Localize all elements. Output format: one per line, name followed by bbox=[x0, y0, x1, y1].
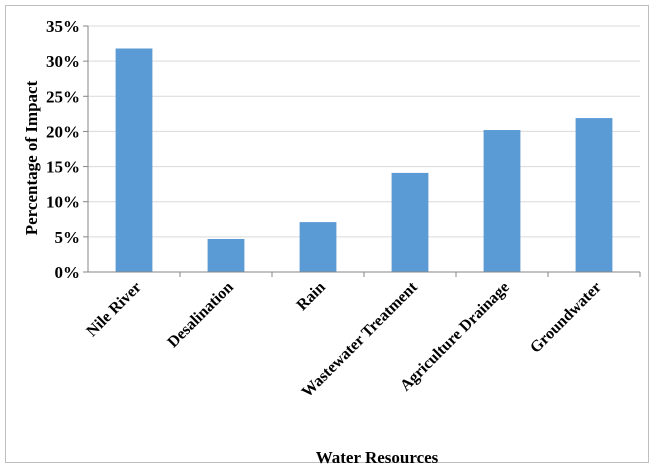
bar bbox=[483, 130, 521, 272]
axes bbox=[83, 25, 641, 277]
y-axis-title: Percentage of Impact bbox=[22, 80, 41, 235]
bars bbox=[115, 48, 613, 273]
x-category-label: Desalination bbox=[164, 279, 236, 351]
bar bbox=[115, 48, 153, 273]
y-tick-label: 0% bbox=[55, 263, 81, 282]
bar bbox=[299, 222, 337, 272]
y-tick-label: 25% bbox=[46, 87, 80, 106]
bar bbox=[207, 238, 245, 272]
y-tick-labels: 0% 5% 10% 15% 20% 25% 30% 35% bbox=[46, 17, 80, 282]
x-category-label: Groundwater bbox=[527, 279, 605, 357]
gridlines bbox=[88, 25, 640, 238]
y-tick-label: 10% bbox=[46, 193, 80, 212]
y-tick-label: 35% bbox=[46, 17, 80, 36]
y-tick-label: 30% bbox=[46, 52, 80, 71]
x-category-label: Nile River bbox=[83, 279, 144, 340]
x-category-label: Rain bbox=[294, 279, 329, 314]
y-tick-label: 15% bbox=[46, 158, 80, 177]
bar bbox=[575, 118, 613, 273]
y-tick-label: 20% bbox=[46, 122, 80, 141]
bar bbox=[391, 172, 429, 272]
y-tick-label: 5% bbox=[55, 228, 81, 247]
x-axis-title: Water Resources bbox=[316, 448, 439, 467]
